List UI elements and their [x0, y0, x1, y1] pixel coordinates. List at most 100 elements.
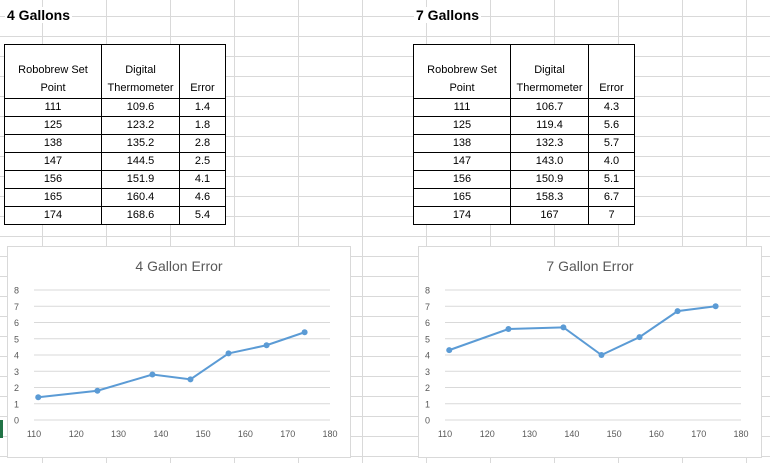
y-tick-label: 1 — [425, 399, 430, 409]
cell-error[interactable]: 2.8 — [179, 134, 226, 153]
data-point[interactable] — [94, 387, 101, 394]
cell-set-point[interactable]: 165 — [4, 188, 102, 207]
cell-set-point[interactable]: 156 — [4, 170, 102, 189]
data-point[interactable] — [263, 342, 270, 349]
cell-set-point[interactable]: 147 — [413, 152, 511, 171]
data-point[interactable] — [674, 308, 681, 315]
left-section-title: 4 Gallons — [5, 7, 73, 23]
cell-thermometer[interactable]: 160.4 — [101, 188, 180, 207]
cell-set-point[interactable]: 174 — [413, 206, 511, 225]
x-tick-label: 140 — [153, 429, 168, 439]
header-thermometer[interactable]: Digital Thermometer — [101, 44, 180, 99]
y-tick-label: 6 — [14, 318, 19, 328]
y-tick-label: 0 — [425, 416, 430, 426]
data-point[interactable] — [301, 329, 308, 336]
cell-error[interactable]: 2.5 — [179, 152, 226, 171]
y-tick-label: 5 — [425, 334, 430, 344]
cell-thermometer[interactable]: 144.5 — [101, 152, 180, 171]
table-row: 125 119.4 5.6 — [413, 116, 635, 135]
active-cell-indicator — [0, 420, 3, 438]
chart-title: 4 Gallon Error — [135, 258, 222, 274]
cell-set-point[interactable]: 125 — [413, 116, 511, 135]
cell-set-point[interactable]: 125 — [4, 116, 102, 135]
cell-set-point[interactable]: 111 — [4, 98, 102, 117]
cell-thermometer[interactable]: 150.9 — [510, 170, 589, 189]
y-tick-label: 7 — [425, 302, 430, 312]
cell-error[interactable]: 6.7 — [588, 188, 635, 207]
table-row: 111 109.6 1.4 — [4, 98, 226, 117]
data-point[interactable] — [505, 326, 512, 332]
cell-set-point[interactable]: 138 — [413, 134, 511, 153]
y-tick-label: 1 — [14, 399, 19, 409]
table-row: 165 160.4 4.6 — [4, 188, 226, 207]
table-row: 156 150.9 5.1 — [413, 170, 635, 189]
series-line — [448, 305, 716, 357]
table-row: 156 151.9 4.1 — [4, 170, 226, 189]
cell-thermometer[interactable]: 132.3 — [510, 134, 589, 153]
cell-thermometer[interactable]: 106.7 — [510, 98, 589, 117]
data-point[interactable] — [712, 303, 719, 310]
y-tick-label: 0 — [14, 416, 19, 426]
data-point[interactable] — [560, 324, 567, 331]
data-point[interactable] — [187, 376, 194, 383]
x-tick-label: 130 — [111, 429, 126, 439]
cell-set-point[interactable]: 147 — [4, 152, 102, 171]
y-tick-label: 6 — [425, 318, 430, 328]
table-row: 111 106.7 4.3 — [413, 98, 635, 117]
y-tick-label: 3 — [425, 367, 430, 377]
cell-thermometer[interactable]: 135.2 — [101, 134, 180, 153]
header-set-point[interactable]: Robobrew Set Point — [413, 44, 511, 99]
cell-error[interactable]: 4.1 — [179, 170, 226, 189]
chart-plot: 4 Gallon Error 0 1 2 3 4 5 6 7 8 110 120 130 140 150 16… — [14, 258, 338, 439]
cell-set-point[interactable]: 174 — [4, 206, 102, 225]
x-tick-label: 150 — [196, 429, 211, 439]
y-tick-label: 8 — [14, 286, 19, 296]
cell-thermometer[interactable]: 168.6 — [101, 206, 180, 225]
header-thermometer[interactable]: Digital Thermometer — [510, 44, 589, 99]
seven-gallon-error-chart[interactable]: 7 Gallon Error 0 1 2 3 4 5 6 7 8 110 120 130 140 150 16… — [418, 246, 762, 458]
cell-thermometer[interactable]: 109.6 — [101, 98, 180, 117]
header-error[interactable]: Error — [588, 44, 635, 99]
x-tick-label: 180 — [322, 429, 337, 439]
cell-error[interactable]: 7 — [588, 206, 635, 225]
cell-thermometer[interactable]: 151.9 — [101, 170, 180, 189]
y-tick-label: 7 — [14, 302, 19, 312]
cell-set-point[interactable]: 156 — [413, 170, 511, 189]
data-point[interactable] — [35, 394, 42, 401]
x-tick-label: 140 — [564, 429, 579, 439]
data-point[interactable] — [598, 352, 605, 358]
cell-thermometer[interactable]: 143.0 — [510, 152, 589, 171]
header-error[interactable]: Error — [179, 44, 226, 99]
cell-error[interactable]: 4.6 — [179, 188, 226, 207]
cell-error[interactable]: 4.0 — [588, 152, 635, 171]
cell-set-point[interactable]: 165 — [413, 188, 511, 207]
seven-gallon-table: Robobrew Set Point Digital Thermometer E… — [413, 44, 635, 225]
x-tick-label: 180 — [733, 429, 748, 439]
data-point[interactable] — [636, 334, 643, 341]
table-row: 125 123.2 1.8 — [4, 116, 226, 135]
cell-error[interactable]: 5.4 — [179, 206, 226, 225]
table-row: 138 132.3 5.7 — [413, 134, 635, 153]
header-set-point[interactable]: Robobrew Set Point — [4, 44, 102, 99]
chart-plot: 7 Gallon Error 0 1 2 3 4 5 6 7 8 110 120 130 140 150 16… — [425, 258, 749, 439]
cell-set-point[interactable]: 138 — [4, 134, 102, 153]
table-row: 147 143.0 4.0 — [413, 152, 635, 171]
cell-error[interactable]: 1.8 — [179, 116, 226, 135]
table-row: 138 135.2 2.8 — [4, 134, 226, 153]
data-point[interactable] — [149, 371, 156, 378]
cell-thermometer[interactable]: 119.4 — [510, 116, 589, 135]
y-tick-label: 8 — [425, 286, 430, 296]
cell-error[interactable]: 1.4 — [179, 98, 226, 117]
cell-thermometer[interactable]: 123.2 — [101, 116, 180, 135]
cell-thermometer[interactable]: 167 — [510, 206, 589, 225]
data-point[interactable] — [446, 347, 453, 354]
data-point[interactable] — [225, 350, 232, 357]
cell-error[interactable]: 5.7 — [588, 134, 635, 153]
cell-error[interactable]: 5.1 — [588, 170, 635, 189]
cell-error[interactable]: 5.6 — [588, 116, 635, 135]
cell-thermometer[interactable]: 158.3 — [510, 188, 589, 207]
cell-error[interactable]: 4.3 — [588, 98, 635, 117]
table-row: 174 168.6 5.4 — [4, 206, 226, 225]
cell-set-point[interactable]: 111 — [413, 98, 511, 117]
four-gallon-error-chart[interactable]: 4 Gallon Error 0 1 2 3 4 5 6 7 8 110 120 130 140 150 16… — [7, 246, 351, 458]
